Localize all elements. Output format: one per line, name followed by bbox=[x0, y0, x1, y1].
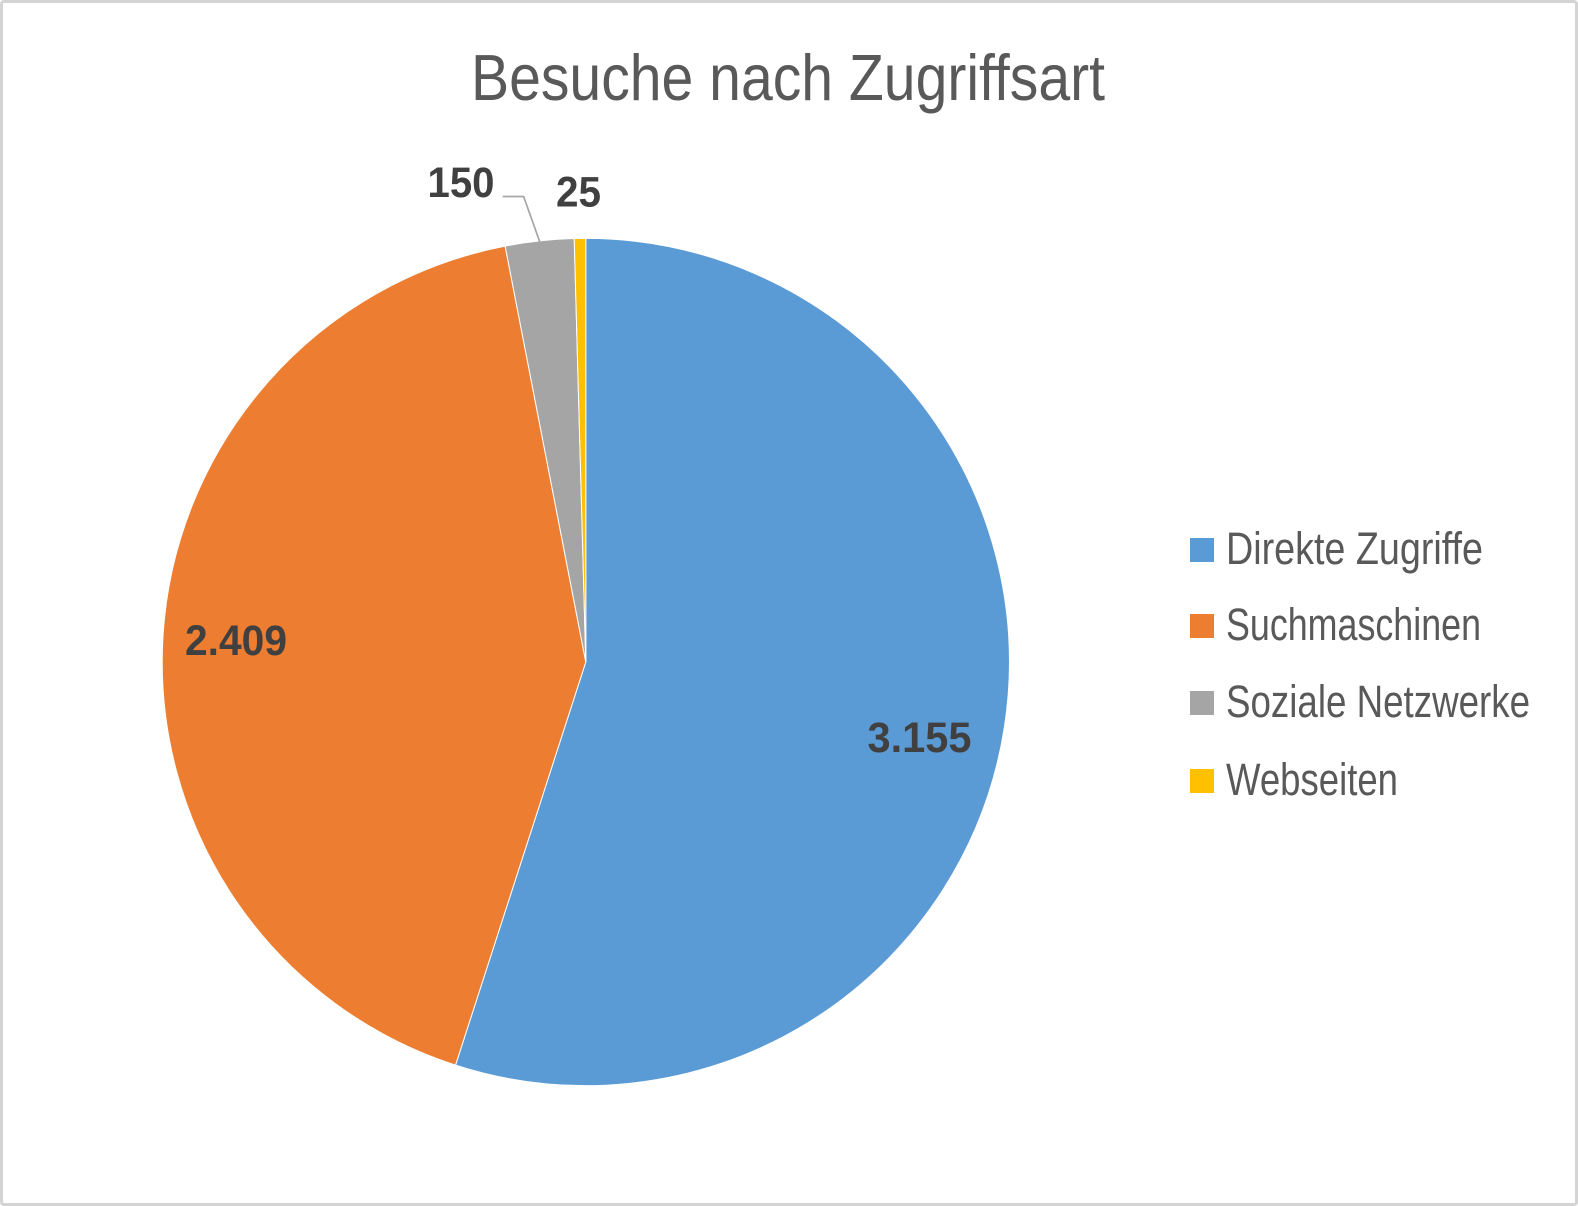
svg-text:Webseiten: Webseiten bbox=[1226, 754, 1398, 805]
svg-text:25: 25 bbox=[556, 169, 601, 217]
svg-text:3.155: 3.155 bbox=[868, 714, 972, 762]
svg-text:Direkte Zugriffe: Direkte Zugriffe bbox=[1226, 523, 1483, 574]
svg-text:Besuche nach Zugriffsart: Besuche nach Zugriffsart bbox=[471, 41, 1105, 114]
svg-text:Soziale Netzwerke: Soziale Netzwerke bbox=[1226, 676, 1530, 727]
svg-text:Suchmaschinen: Suchmaschinen bbox=[1226, 599, 1481, 650]
svg-text:150: 150 bbox=[428, 159, 495, 207]
svg-text:2.409: 2.409 bbox=[185, 617, 287, 665]
